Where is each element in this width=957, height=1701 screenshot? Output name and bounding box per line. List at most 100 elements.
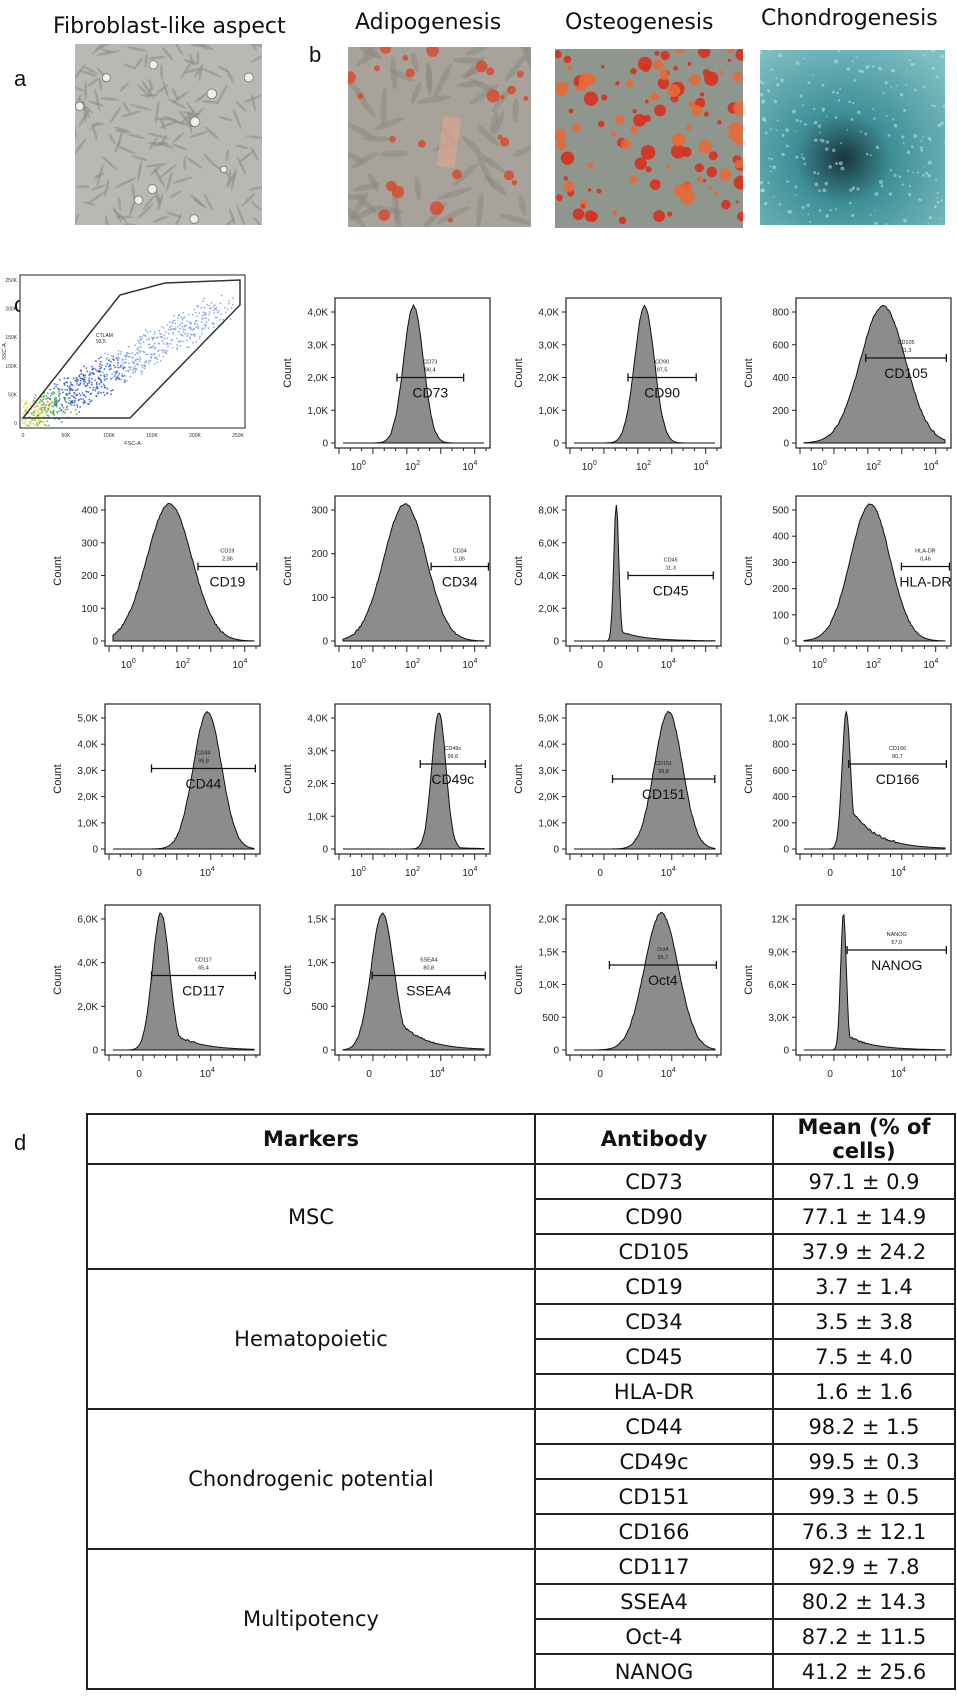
scatter-event [47, 407, 50, 410]
y-tick-label: 8,0K [538, 506, 559, 517]
scatter-event [67, 401, 70, 404]
scatter-event [98, 383, 101, 385]
scatter-event [45, 413, 47, 415]
x-tick-label: 0 [22, 433, 25, 439]
y-tick-label: 0 [322, 439, 328, 450]
scatter-event [54, 402, 57, 405]
scatter-event [189, 321, 191, 324]
x-tick-label: 102 [866, 658, 881, 671]
x-tick-label: 104 [661, 1067, 676, 1080]
y-tick-label: 3,0K [77, 766, 98, 777]
scatter-event [154, 330, 156, 333]
scatter-event [127, 370, 130, 373]
scatter-event [30, 421, 33, 423]
scatter-event [103, 394, 106, 397]
scatter-event [66, 416, 69, 419]
scatter-event [184, 324, 187, 327]
scatter-event [77, 399, 80, 402]
scatter-event [140, 364, 143, 367]
scatter-event [100, 385, 103, 388]
x-tick-label: 104 [200, 866, 215, 879]
scatter-event [133, 362, 136, 365]
scatter-event [124, 355, 127, 358]
scatter-event [64, 409, 67, 411]
scatter-event [105, 377, 108, 380]
gate-name-small: HLA-DR [915, 549, 936, 555]
scatter-event [86, 382, 89, 385]
y-tick-label: 1,5K [307, 915, 328, 926]
scatter-event [79, 379, 82, 382]
scatter-event [25, 410, 28, 413]
scatter-event [186, 339, 188, 342]
scatter-event [139, 358, 142, 361]
scatter-event [41, 409, 44, 412]
scatter-event [63, 384, 66, 386]
gate-name-small: CD166 [889, 746, 906, 752]
scatter-event [179, 333, 182, 336]
scatter-event [53, 387, 56, 390]
scatter-event [53, 413, 56, 416]
scatter-event [33, 411, 36, 414]
scatter-event [219, 313, 222, 316]
mean-cell: 1.6 ± 1.6 [772, 1373, 956, 1410]
scatter-event [100, 360, 102, 363]
scatter-event [37, 414, 40, 417]
scatter-event [31, 401, 34, 404]
scatter-event [32, 400, 35, 403]
scatter-event [79, 406, 82, 408]
gate-label: CTLAM [96, 333, 113, 339]
scatter-event [200, 332, 203, 335]
scatter-event [152, 336, 155, 339]
scatter-event [40, 403, 43, 406]
scatter-event [144, 334, 147, 336]
scatter-event [30, 408, 32, 410]
scatter-event [108, 368, 111, 371]
scatter-event [178, 313, 181, 316]
y-tick-label: 400 [772, 532, 789, 543]
scatter-event [137, 349, 140, 352]
scatter-event [204, 323, 206, 326]
gate-value: 93,5 [96, 339, 106, 345]
scatter-event [183, 325, 186, 328]
scatter-event [116, 377, 119, 380]
scatter-event [76, 388, 79, 391]
scatter-event [174, 322, 177, 325]
scatter-event [44, 406, 47, 409]
scatter-event [58, 388, 61, 391]
scatter-event [24, 409, 27, 412]
scatter-event [166, 342, 169, 344]
scatter-event [155, 337, 158, 339]
scatter-event [52, 391, 55, 394]
scatter-event [99, 363, 101, 365]
scatter-event [80, 373, 83, 375]
scatter-event [32, 410, 35, 413]
scatter-event [69, 381, 72, 384]
scatter-event [197, 325, 199, 328]
scatter-event [97, 391, 100, 393]
scatter-event [89, 400, 92, 403]
scatter-event [122, 361, 125, 363]
scatter-event [62, 391, 64, 394]
scatter-event [63, 396, 66, 399]
scatter-event [84, 401, 87, 404]
scatter-event [176, 347, 179, 349]
scatter-event [82, 401, 85, 404]
y-axis-label: Count [743, 764, 755, 793]
gate-name-small: CD73 [423, 360, 437, 366]
scatter-event [169, 328, 172, 331]
marker-label: NANOG [871, 957, 922, 973]
scatter-event [117, 376, 120, 379]
scatter-event [134, 371, 136, 374]
scatter-event [205, 317, 208, 320]
scatter-event [159, 335, 162, 338]
scatter-event [28, 424, 30, 427]
scatter-event [198, 312, 201, 315]
y-tick-label: 4,0K [538, 308, 559, 319]
scatter-event [141, 336, 144, 338]
scatter-event [150, 345, 153, 348]
x-tick-label: 104 [891, 1067, 906, 1080]
flow-plot-cd49c: 0 1,0K 2,0K 3,0K 4,0K Count 100 102 104 CD49c 99,6… [282, 703, 491, 879]
flow-plot-cd19: 0 100 200 300 400 Count 100 102 104 CD19 2,36 CD19 [52, 495, 261, 671]
scatter-event [25, 400, 28, 403]
scatter-event [140, 370, 143, 372]
